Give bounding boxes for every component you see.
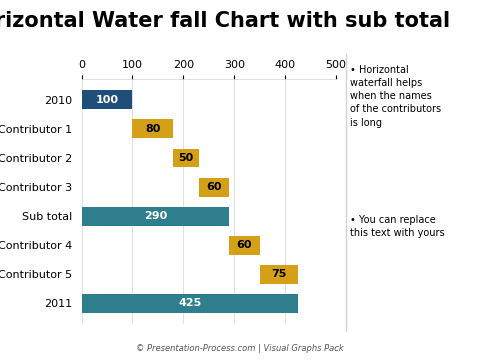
Bar xyxy=(260,265,298,284)
Bar xyxy=(132,120,173,138)
Bar xyxy=(199,177,229,197)
Text: 60: 60 xyxy=(206,182,222,192)
Text: 60: 60 xyxy=(237,240,252,250)
Text: • Horizontal
waterfall helps
when the names
of the contributors
is long: • Horizontal waterfall helps when the na… xyxy=(350,65,442,127)
Text: 100: 100 xyxy=(96,95,119,105)
Text: Horizontal Water fall Chart with sub total: Horizontal Water fall Chart with sub tot… xyxy=(0,11,450,31)
Text: 50: 50 xyxy=(178,153,193,163)
Text: 290: 290 xyxy=(144,211,167,221)
Bar xyxy=(82,90,132,109)
Bar xyxy=(229,236,260,255)
Text: © Presentation-Process.com | Visual Graphs Pack: © Presentation-Process.com | Visual Grap… xyxy=(136,344,344,353)
Bar xyxy=(82,294,298,313)
Bar xyxy=(173,149,199,167)
Text: 75: 75 xyxy=(271,269,287,279)
Bar xyxy=(82,207,229,226)
Text: 425: 425 xyxy=(178,298,201,309)
Text: 80: 80 xyxy=(145,124,160,134)
Text: • You can replace
this text with yours: • You can replace this text with yours xyxy=(350,215,445,238)
